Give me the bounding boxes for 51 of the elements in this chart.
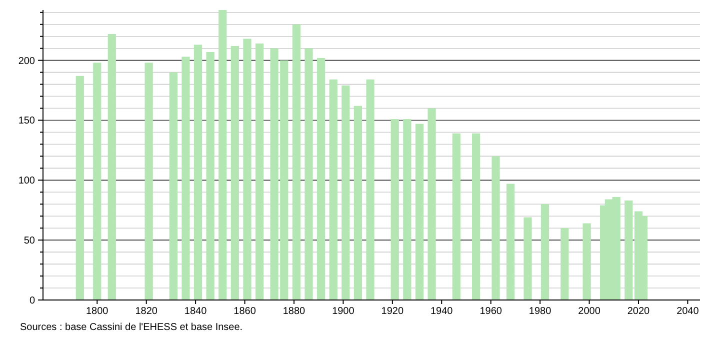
bar: [93, 62, 102, 300]
bar: [472, 133, 480, 300]
bar: [255, 44, 264, 300]
bar: [540, 204, 550, 300]
bar: [304, 48, 313, 300]
y-tick-label: 150: [18, 116, 36, 127]
bar: [342, 85, 350, 300]
y-tick-label: 50: [24, 236, 36, 247]
x-tick-label: 1940: [430, 306, 454, 317]
bar: [329, 80, 338, 300]
x-tick-label: 1900: [332, 306, 355, 317]
source-note: Sources : base Cassini de l'EHESS et base Insee.: [20, 322, 243, 333]
x-tick-label: 1840: [184, 306, 208, 317]
bar: [144, 62, 153, 300]
x-tick-label: 2020: [627, 306, 650, 317]
bar: [366, 80, 374, 300]
bar: [403, 119, 412, 300]
x-tick-label: 1800: [86, 306, 109, 317]
y-tick-label: 100: [18, 176, 36, 187]
bar: [506, 184, 515, 300]
bar: [624, 200, 633, 300]
bar: [560, 228, 569, 300]
bar: [206, 52, 214, 300]
bar: [292, 24, 301, 300]
bar: [354, 106, 362, 300]
bar: [182, 56, 190, 300]
bar: [492, 156, 500, 300]
bar: [76, 76, 84, 300]
x-tick-label: 2040: [676, 306, 700, 317]
bar: [452, 133, 460, 300]
x-tick-label: 2000: [578, 306, 601, 317]
bar: [169, 72, 178, 300]
bar: [415, 124, 424, 300]
bar: [230, 46, 239, 300]
x-tick-label: 1820: [135, 306, 158, 317]
x-tick-label: 1960: [480, 306, 502, 317]
bar: [218, 10, 227, 300]
x-tick-label: 1920: [381, 306, 404, 317]
y-tick-label: 0: [29, 296, 36, 306]
bar: [194, 44, 202, 300]
bar: [316, 58, 326, 300]
x-tick-label: 1980: [528, 306, 552, 317]
bar: [428, 108, 436, 300]
bar: [243, 38, 252, 300]
x-tick-label: 1860: [234, 306, 256, 317]
bar: [524, 217, 532, 300]
bar: [108, 34, 116, 300]
x-tick-label: 1880: [282, 306, 306, 317]
bar: [582, 223, 591, 300]
y-tick-label: 200: [18, 56, 36, 67]
bar: [390, 119, 399, 300]
